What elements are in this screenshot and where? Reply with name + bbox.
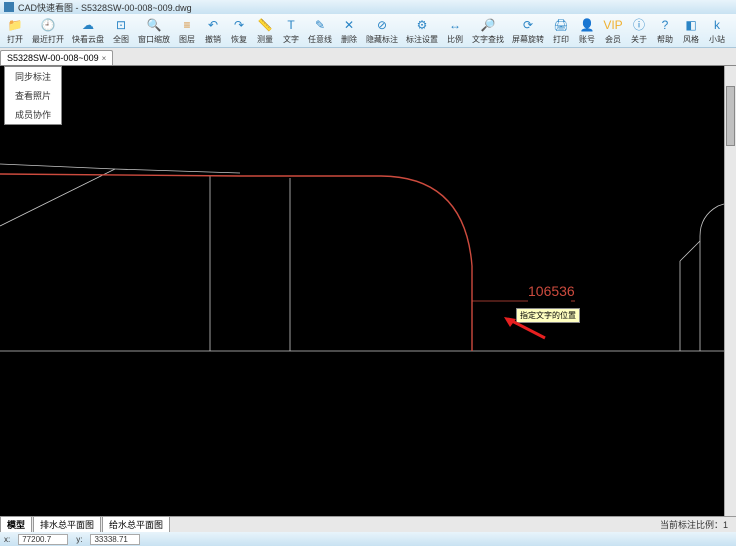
coord-y-label: y:: [76, 535, 82, 544]
关于-icon: ⓘ: [631, 17, 647, 33]
toolbar-任意线[interactable]: ✎任意线: [304, 15, 336, 47]
toolbar-会员[interactable]: VIP会员: [600, 15, 626, 47]
layout-tab[interactable]: 模型: [0, 516, 32, 533]
toolbar-最近打开[interactable]: 🕘最近打开: [28, 15, 68, 47]
toolbar-隐藏标注[interactable]: ⊘隐藏标注: [362, 15, 402, 47]
账号-icon: 👤: [579, 17, 595, 33]
恢复-icon: ↷: [231, 17, 247, 33]
toolbar-比例[interactable]: ↔比例: [442, 15, 468, 47]
小站-icon: k: [709, 17, 725, 33]
layout-tabs: 模型排水总平面图给水总平面图 当前标注比例：1: [0, 516, 736, 532]
toolbar-label: 会员: [605, 34, 621, 45]
toolbar-label: 图层: [179, 34, 195, 45]
打开-icon: 📁: [7, 17, 23, 33]
窗口缩放-icon: 🔍: [146, 17, 162, 33]
scale-info: 当前标注比例：1: [660, 518, 736, 531]
drawing-canvas[interactable]: 106536 指定文字的位置: [0, 66, 724, 516]
app-icon: [4, 2, 14, 12]
toolbar-label: 窗口缩放: [138, 34, 170, 45]
toolbar-窗口缩放[interactable]: 🔍窗口缩放: [134, 15, 174, 47]
toolbar-小站[interactable]: k小站: [704, 15, 730, 47]
context-menu-item[interactable]: 同步标注: [5, 67, 61, 86]
文字-icon: T: [283, 17, 299, 33]
toolbar-label: 帮助: [657, 34, 673, 45]
打印-icon: 🖨: [553, 17, 569, 33]
dimension-text: 106536: [528, 283, 575, 299]
toolbar-风格[interactable]: ◧风格: [678, 15, 704, 47]
toolbar-label: 文字查找: [472, 34, 504, 45]
帮助-icon: ?: [657, 17, 673, 33]
toolbar-label: 快看云盘: [72, 34, 104, 45]
测量-icon: 📏: [257, 17, 273, 33]
coord-y-value: 33338.71: [90, 534, 140, 545]
toolbar-文字[interactable]: T文字: [278, 15, 304, 47]
最近打开-icon: 🕘: [40, 17, 56, 33]
toolbar-屏幕旋转[interactable]: ⟳屏幕旋转: [508, 15, 548, 47]
toolbar-关于[interactable]: ⓘ关于: [626, 15, 652, 47]
coord-x-value: 77200.7: [18, 534, 68, 545]
toolbar-label: 文字: [283, 34, 299, 45]
toolbar-恢复[interactable]: ↷恢复: [226, 15, 252, 47]
file-tab-label: S5328SW-00-008~009: [7, 53, 99, 63]
toolbar-图层[interactable]: ≡图层: [174, 15, 200, 47]
arrow-annotation: [500, 316, 724, 516]
任意线-icon: ✎: [312, 17, 328, 33]
title-bar: CAD快速看图 - S5328SW-00-008~009.dwg: [0, 0, 736, 14]
toolbar-打印[interactable]: 🖨打印: [548, 15, 574, 47]
toolbar-label: 比例: [447, 34, 463, 45]
toolbar-帮助[interactable]: ?帮助: [652, 15, 678, 47]
toolbar-label: 最近打开: [32, 34, 64, 45]
toolbar-全图[interactable]: ⊡全图: [108, 15, 134, 47]
toolbar-label: 测量: [257, 34, 273, 45]
file-tab[interactable]: S5328SW-00-008~009 ×: [0, 50, 113, 65]
toolbar-快看云盘[interactable]: ☁快看云盘: [68, 15, 108, 47]
图层-icon: ≡: [179, 17, 195, 33]
scrollbar-thumb[interactable]: [726, 86, 735, 146]
屏幕旋转-icon: ⟳: [520, 17, 536, 33]
main-toolbar: 📁打开🕘最近打开☁快看云盘⊡全图🔍窗口缩放≡图层↶撤销↷恢复📏测量T文字✎任意线…: [0, 14, 736, 48]
toolbar-label: 关于: [631, 34, 647, 45]
隐藏标注-icon: ⊘: [374, 17, 390, 33]
toolbar-label: 标注设置: [406, 34, 438, 45]
window-title: CAD快速看图 - S5328SW-00-008~009.dwg: [18, 1, 192, 14]
删除-icon: ✕: [341, 17, 357, 33]
toolbar-label: 小站: [709, 34, 725, 45]
layout-tab[interactable]: 排水总平面图: [33, 516, 101, 533]
撤销-icon: ↶: [205, 17, 221, 33]
比例-icon: ↔: [447, 17, 463, 33]
context-menu-item[interactable]: 成员协作: [5, 105, 61, 124]
toolbar-label: 隐藏标注: [366, 34, 398, 45]
toolbar-label: 全图: [113, 34, 129, 45]
toolbar-label: 恢复: [231, 34, 247, 45]
context-menu-item[interactable]: 查看照片: [5, 86, 61, 105]
toolbar-label: 撤销: [205, 34, 221, 45]
status-bar: x: 77200.7 y: 33338.71: [0, 532, 736, 546]
toolbar-label: 删除: [341, 34, 357, 45]
layout-tab[interactable]: 给水总平面图: [102, 516, 170, 533]
toolbar-label: 账号: [579, 34, 595, 45]
context-menu: 同步标注查看照片成员协作: [4, 66, 62, 125]
toolbar-删除[interactable]: ✕删除: [336, 15, 362, 47]
toolbar-label: 打印: [553, 34, 569, 45]
file-tab-bar: S5328SW-00-008~009 ×: [0, 48, 736, 66]
toolbar-label: 屏幕旋转: [512, 34, 544, 45]
toolbar-打开[interactable]: 📁打开: [2, 15, 28, 47]
toolbar-账号[interactable]: 👤账号: [574, 15, 600, 47]
文字查找-icon: 🔎: [480, 17, 496, 33]
全图-icon: ⊡: [113, 17, 129, 33]
toolbar-label: 打开: [7, 34, 23, 45]
coord-x-label: x:: [4, 535, 10, 544]
toolbar-文字查找[interactable]: 🔎文字查找: [468, 15, 508, 47]
toolbar-标注设置[interactable]: ⚙标注设置: [402, 15, 442, 47]
快看云盘-icon: ☁: [80, 17, 96, 33]
vertical-scrollbar[interactable]: [724, 66, 736, 516]
toolbar-label: 任意线: [308, 34, 332, 45]
标注设置-icon: ⚙: [414, 17, 430, 33]
风格-icon: ◧: [683, 17, 699, 33]
close-icon[interactable]: ×: [102, 54, 107, 63]
toolbar-测量[interactable]: 📏测量: [252, 15, 278, 47]
toolbar-撤销[interactable]: ↶撤销: [200, 15, 226, 47]
会员-icon: VIP: [605, 17, 621, 33]
toolbar-label: 风格: [683, 34, 699, 45]
